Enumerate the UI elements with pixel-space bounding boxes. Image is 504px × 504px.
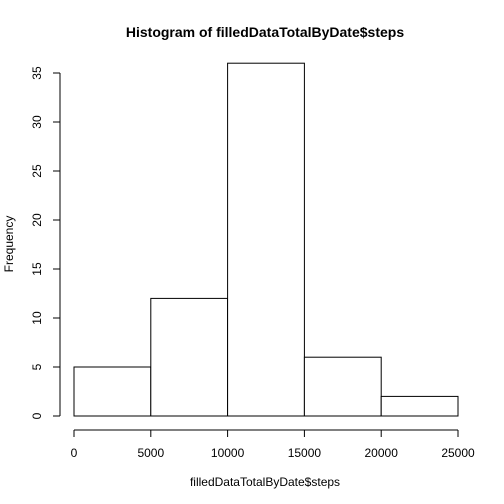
x-tick-label-15000: 15000 (288, 446, 322, 460)
x-tick-label-25000: 25000 (441, 446, 475, 460)
bars-group (73, 62, 459, 417)
histogram-bar-2 (150, 297, 229, 417)
y-tick-label-10: 10 (30, 311, 44, 325)
y-tick-label-15: 15 (30, 262, 44, 276)
histogram-bar-5 (380, 395, 459, 417)
x-tick-label-20000: 20000 (365, 446, 399, 460)
x-axis: 0 5000 10000 15000 20000 25000 (71, 429, 475, 460)
y-tick-label-5: 5 (30, 363, 44, 370)
histogram-bar-1 (73, 366, 152, 417)
y-tick-label-30: 30 (30, 115, 44, 129)
y-axis-label: Frequency (2, 216, 16, 273)
y-tick-label-35: 35 (30, 66, 44, 80)
x-tick-label-0: 0 (71, 446, 78, 460)
chart-title: Histogram of filledDataTotalByDate$steps (126, 24, 404, 40)
histogram-bar-4 (303, 356, 382, 417)
x-tick-label-10000: 10000 (211, 446, 245, 460)
x-axis-label: filledDataTotalByDate$steps (190, 475, 340, 489)
y-tick-label-20: 20 (30, 213, 44, 227)
y-tick-label-25: 25 (30, 164, 44, 178)
y-axis: 0 5 10 15 20 25 30 35 (30, 66, 61, 419)
x-tick-label-5000: 5000 (137, 446, 164, 460)
y-tick-label-0: 0 (30, 412, 44, 419)
histogram-bar-3 (227, 62, 305, 417)
